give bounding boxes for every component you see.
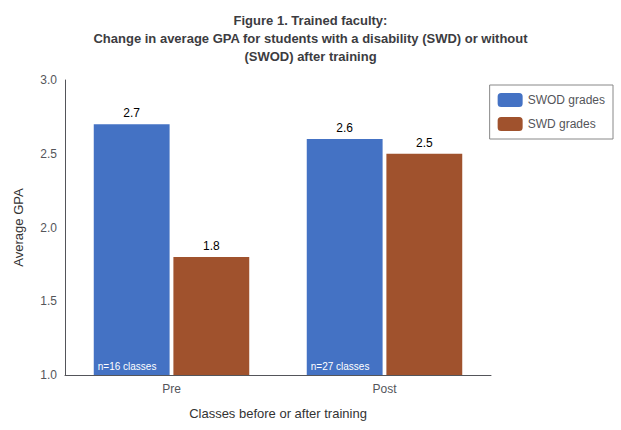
svg-text:2.5: 2.5 [416,136,433,150]
svg-text:Post: Post [372,382,397,396]
svg-text:n=16 classes: n=16 classes [98,361,157,372]
svg-text:1.5: 1.5 [40,294,57,308]
svg-text:2.7: 2.7 [123,106,140,120]
svg-text:1.8: 1.8 [203,239,220,253]
svg-text:SWOD grades: SWOD grades [528,93,605,107]
svg-text:SWD grades: SWD grades [528,117,596,131]
svg-text:2.0: 2.0 [40,221,57,235]
svg-text:2.5: 2.5 [40,147,57,161]
svg-text:Classes before or after traini: Classes before or after training [189,406,367,421]
svg-text:Pre: Pre [162,382,181,396]
svg-text:1.0: 1.0 [40,368,57,382]
svg-text:Figure 1. Trained faculty:: Figure 1. Trained faculty: [234,13,388,28]
svg-text:Average GPA: Average GPA [11,188,26,267]
svg-text:Change in average GPA for stud: Change in average GPA for students with … [93,31,528,46]
svg-text:3.0: 3.0 [40,73,57,87]
svg-text:(SWOD) after training: (SWOD) after training [244,49,376,64]
svg-text:2.6: 2.6 [336,121,353,135]
svg-text:n=27 classes: n=27 classes [311,361,370,372]
